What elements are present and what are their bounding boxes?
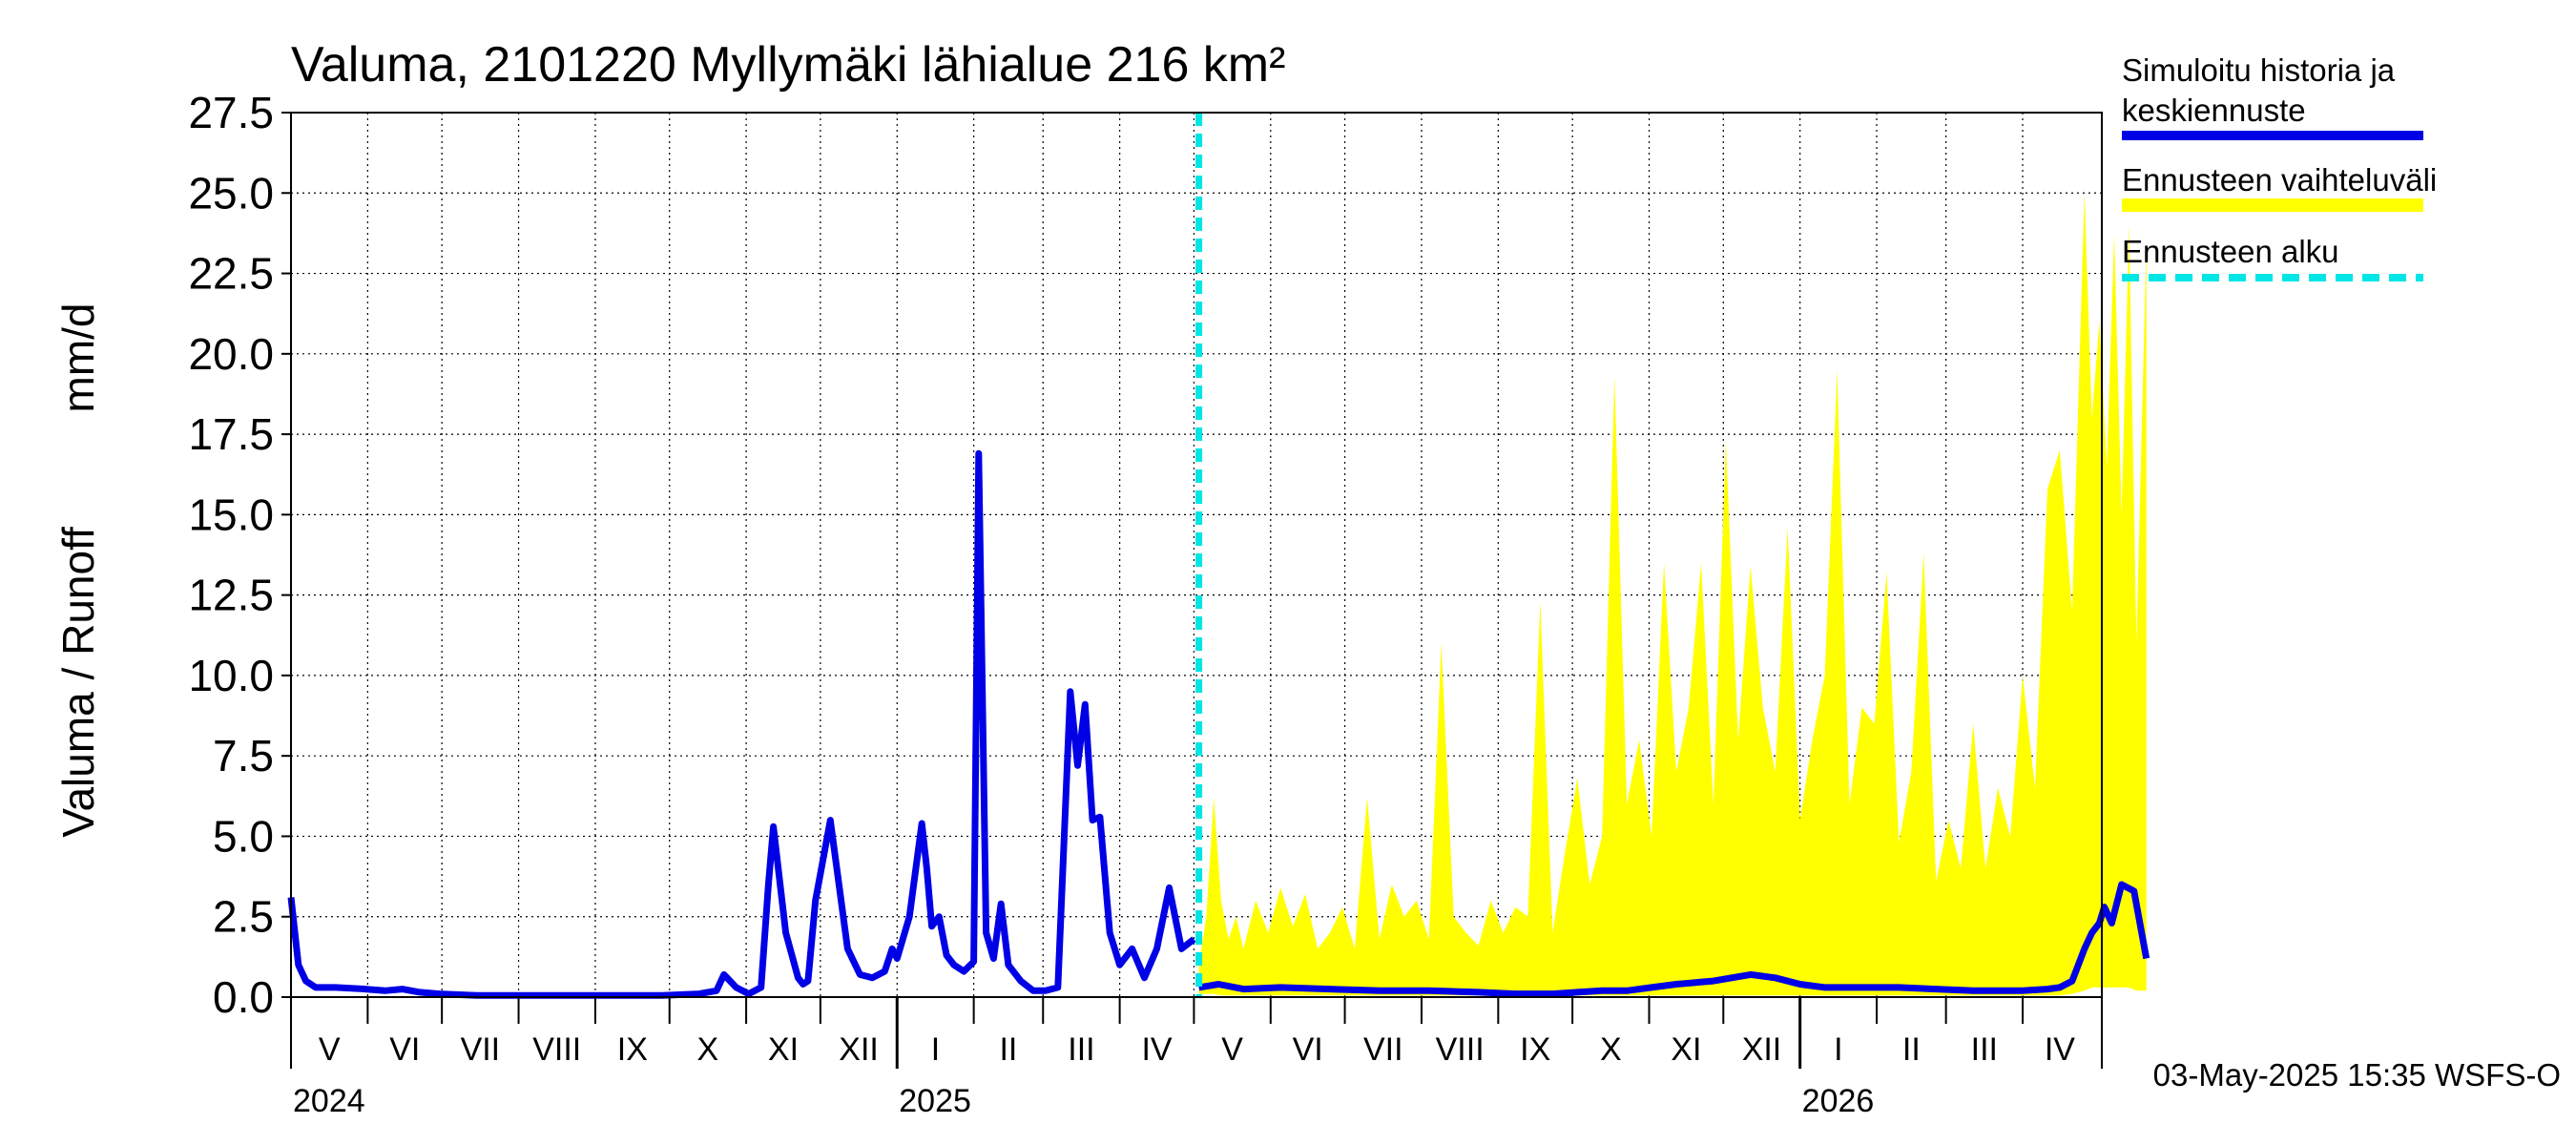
month-label: V <box>1221 1031 1243 1068</box>
year-label: 2025 <box>899 1083 971 1119</box>
y-tick-label: 17.5 <box>188 409 274 459</box>
month-label: II <box>1902 1031 1921 1068</box>
y-tick-label: 7.5 <box>213 731 274 781</box>
plot-frame <box>290 112 2103 998</box>
month-label: IX <box>617 1031 648 1068</box>
legend-history-line2: keskiennuste <box>2122 93 2306 128</box>
month-label: V <box>319 1031 341 1068</box>
legend-range-label: Ennusteen vaihteluväli <box>2122 162 2437 198</box>
y-tick-label: 22.5 <box>188 249 274 299</box>
plot-area: 0.0 2.5 5.0 7.5 10.0 12.5 15.0 17.5 20.0 22.5 25.0… <box>188 88 2150 1119</box>
month-label: IV <box>2045 1031 2075 1068</box>
y-tick-label: 20.0 <box>188 329 274 379</box>
chart-title: Valuma, 2101220 Myllymäki lähialue 216 k… <box>291 37 1285 93</box>
legend-forecast-start-label: Ennusteen alku <box>2122 234 2339 269</box>
legend: Simuloitu historia ja keskiennuste Ennus… <box>2122 52 2437 281</box>
month-label: XII <box>1742 1031 1782 1068</box>
y-tick-label: 25.0 <box>188 168 274 218</box>
timestamp: 03-May-2025 15:35 WSFS-O <box>2153 1057 2561 1093</box>
month-label: X <box>697 1031 719 1068</box>
month-label: VI <box>1293 1031 1323 1068</box>
month-label: VIII <box>532 1031 581 1068</box>
month-label: XI <box>1671 1031 1701 1068</box>
month-label: X <box>1600 1031 1622 1068</box>
month-label: III <box>1068 1031 1094 1068</box>
y-axis-label-left: Valuma / Runoff <box>53 527 103 838</box>
y-tick-label: 15.0 <box>188 489 274 539</box>
y-axis-label-right: mm/d <box>53 303 103 413</box>
forecast-mean-line <box>1198 881 2150 998</box>
month-label: VII <box>1363 1031 1403 1068</box>
year-label: 2026 <box>1802 1083 1875 1119</box>
month-label: XI <box>768 1031 799 1068</box>
month-label: VI <box>389 1031 420 1068</box>
year-label: 2024 <box>293 1083 365 1119</box>
month-label: I <box>931 1031 940 1068</box>
legend-history-line1: Simuloitu historia ja <box>2122 52 2396 88</box>
month-label: XII <box>839 1031 879 1068</box>
month-label: II <box>999 1031 1017 1068</box>
y-tick-label: 0.0 <box>213 972 274 1022</box>
y-tick-label: 27.5 <box>188 88 274 137</box>
y-tick-label: 10.0 <box>188 651 274 700</box>
month-label: IV <box>1141 1031 1172 1068</box>
forecast-range-area <box>1198 193 2147 996</box>
month-label: IX <box>1520 1031 1550 1068</box>
history-series-line <box>287 449 1196 999</box>
month-label: VII <box>461 1031 501 1068</box>
month-label: I <box>1834 1031 1842 1068</box>
month-label: III <box>1971 1031 1998 1068</box>
month-label: VIII <box>1436 1031 1485 1068</box>
y-tick-label: 12.5 <box>188 571 274 620</box>
y-tick-label: 2.5 <box>213 892 274 942</box>
y-tick-label: 5.0 <box>213 811 274 861</box>
